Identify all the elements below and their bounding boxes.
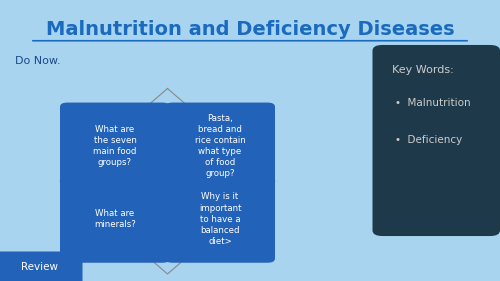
Text: What are
minerals?: What are minerals?: [94, 209, 136, 229]
FancyBboxPatch shape: [60, 176, 170, 263]
FancyBboxPatch shape: [0, 251, 82, 281]
Text: Review: Review: [22, 262, 59, 272]
Text: Key Words:: Key Words:: [392, 65, 454, 75]
Text: Do Now.: Do Now.: [15, 56, 60, 66]
Text: •  Malnutrition: • Malnutrition: [395, 98, 470, 108]
Text: Pasta,
bread and
rice contain
what type
of food
group?: Pasta, bread and rice contain what type …: [194, 114, 246, 178]
Text: Malnutrition and Deficiency Diseases: Malnutrition and Deficiency Diseases: [46, 20, 455, 39]
Text: Why is it
important
to have a
balanced
diet>: Why is it important to have a balanced d…: [199, 192, 241, 246]
FancyBboxPatch shape: [372, 45, 500, 236]
FancyBboxPatch shape: [165, 176, 275, 263]
Text: What are
the seven
main food
groups?: What are the seven main food groups?: [94, 125, 136, 167]
FancyBboxPatch shape: [165, 103, 275, 190]
FancyBboxPatch shape: [60, 103, 170, 190]
Text: •  Deficiency: • Deficiency: [395, 135, 462, 145]
